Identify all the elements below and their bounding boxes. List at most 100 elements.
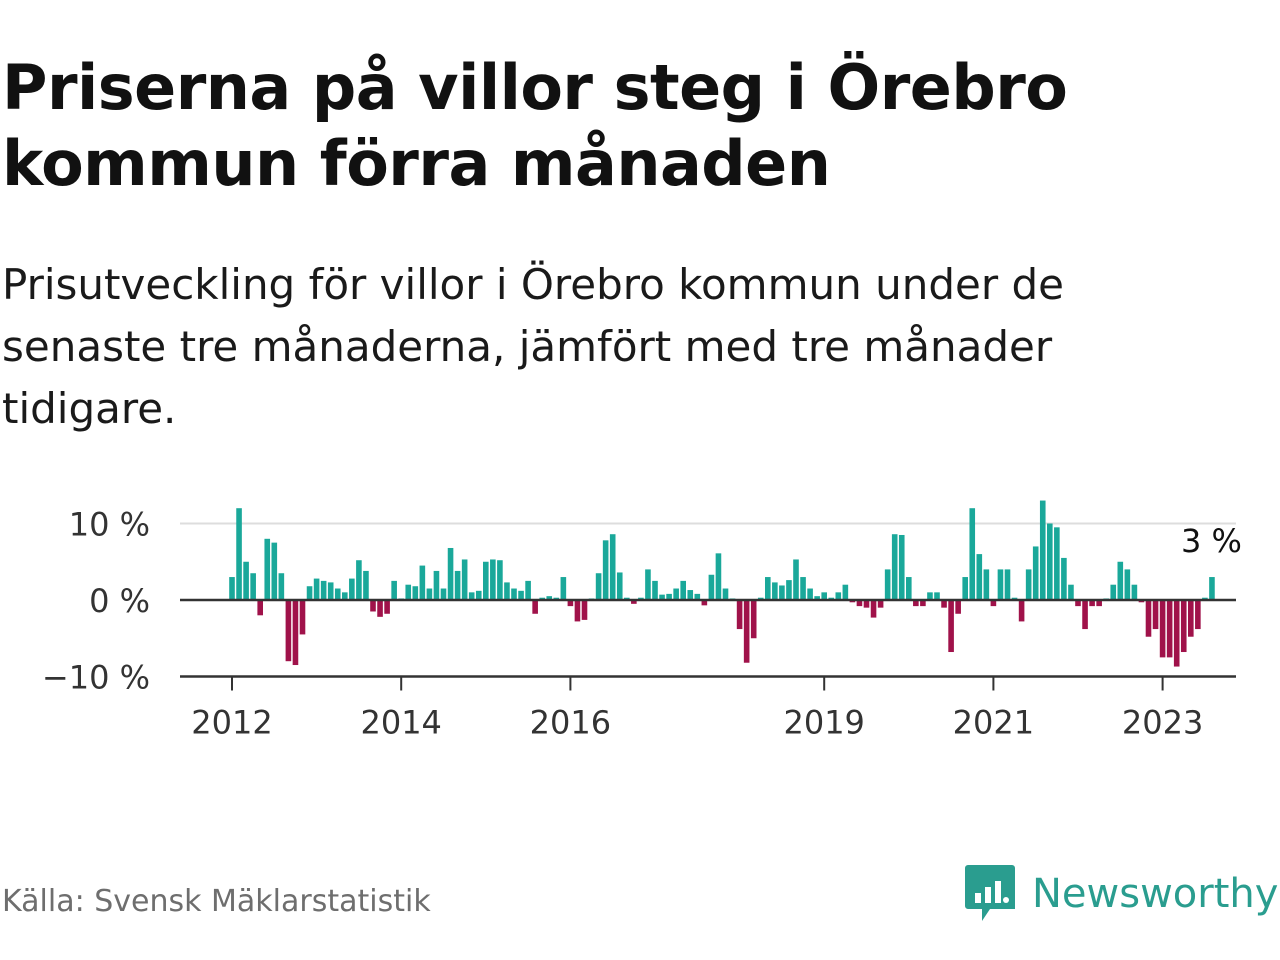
- bar: [1089, 600, 1095, 607]
- bar: [807, 588, 813, 600]
- bar-chart: 10 % 0 % −10 % 2012 2014 2016 2019 2021 2023 3 %: [42, 500, 1245, 742]
- bar: [447, 547, 454, 600]
- bar: [616, 572, 623, 600]
- bar: [1209, 577, 1215, 600]
- bar: [913, 600, 919, 607]
- chart-title: Priserna på villor steg i Örebro kommun …: [2, 51, 1068, 200]
- bar: [271, 542, 278, 601]
- bar: [497, 560, 503, 600]
- y-tick-label: −10 %: [42, 659, 150, 697]
- bar: [814, 596, 820, 600]
- bar: [652, 580, 658, 601]
- bar: [1075, 600, 1081, 607]
- bar: [1018, 600, 1025, 622]
- bar: [708, 574, 715, 600]
- bar: [504, 582, 510, 600]
- bar: [680, 580, 686, 601]
- bar: [546, 596, 553, 600]
- bar: [313, 578, 320, 600]
- bar: [694, 593, 701, 600]
- bar: [645, 569, 651, 600]
- bar: [1061, 557, 1067, 600]
- bar: [743, 600, 750, 663]
- newsworthy-logo: Newsworthy: [964, 862, 1278, 926]
- bar: [631, 600, 637, 604]
- bar: [1025, 569, 1032, 600]
- bar: [1188, 600, 1194, 637]
- bar: [955, 600, 961, 614]
- axes: [180, 598, 1236, 691]
- bar: [1159, 600, 1166, 658]
- bar: [264, 538, 271, 600]
- bar: [1054, 527, 1060, 600]
- bar: [779, 585, 785, 601]
- bar: [483, 561, 489, 600]
- bar: [356, 560, 362, 600]
- bar: [1195, 600, 1201, 630]
- bar: [1124, 569, 1131, 600]
- x-tick-label: 2014: [360, 704, 441, 742]
- bar: [490, 559, 496, 601]
- bar: [765, 577, 771, 600]
- bar: [299, 600, 306, 635]
- bar: [1039, 500, 1046, 600]
- bar: [602, 540, 609, 600]
- bar: [391, 580, 397, 601]
- bar: [567, 600, 574, 607]
- bar: [835, 592, 842, 600]
- bar: [1032, 546, 1039, 600]
- bar: [750, 600, 757, 639]
- bar: [962, 577, 968, 600]
- source-note: Källa: Svensk Mäklarstatistik: [2, 884, 431, 919]
- bar: [370, 600, 376, 612]
- bar: [377, 600, 383, 617]
- bar: [898, 534, 905, 601]
- bar: [412, 586, 419, 600]
- bar: [1145, 600, 1152, 637]
- bar: [426, 588, 433, 600]
- chart-subtitle: Prisutveckling för villor i Örebro kommu…: [2, 260, 1064, 433]
- bar: [306, 586, 313, 600]
- bar: [659, 594, 665, 600]
- bar: [574, 600, 581, 622]
- bar: [461, 559, 468, 601]
- bar: [405, 584, 412, 600]
- bar: [468, 592, 475, 600]
- bar: [736, 600, 743, 630]
- bar: [1110, 584, 1117, 600]
- bar: [1166, 600, 1173, 658]
- bar: [990, 600, 997, 607]
- bar: [1082, 600, 1088, 630]
- bar: [920, 600, 926, 607]
- bar: [285, 600, 292, 662]
- bar: [433, 570, 440, 600]
- bar: [1180, 600, 1187, 653]
- bar: [997, 569, 1004, 600]
- bar: [927, 592, 933, 600]
- bar: [687, 590, 694, 600]
- bar: [821, 592, 827, 600]
- bar: [891, 534, 898, 600]
- x-tick-label: 2021: [953, 704, 1034, 742]
- bar: [983, 569, 990, 600]
- bar-series: [229, 500, 1215, 667]
- bar: [560, 577, 567, 600]
- bar: [250, 573, 256, 601]
- bar: [1131, 584, 1138, 600]
- bar: [581, 600, 588, 620]
- bar: [595, 573, 602, 601]
- bar: [934, 592, 940, 600]
- bar: [454, 570, 461, 600]
- newsworthy-icon: [965, 865, 1015, 921]
- bar: [856, 600, 863, 607]
- bar: [870, 600, 877, 618]
- bar: [532, 600, 538, 614]
- x-tick-label: 2016: [530, 704, 611, 742]
- bar: [1152, 600, 1159, 630]
- bar: [906, 577, 912, 600]
- x-tick-label: 2023: [1122, 704, 1203, 742]
- bar: [229, 577, 235, 600]
- bar: [384, 600, 390, 614]
- bar: [334, 588, 341, 600]
- bar: [793, 559, 799, 601]
